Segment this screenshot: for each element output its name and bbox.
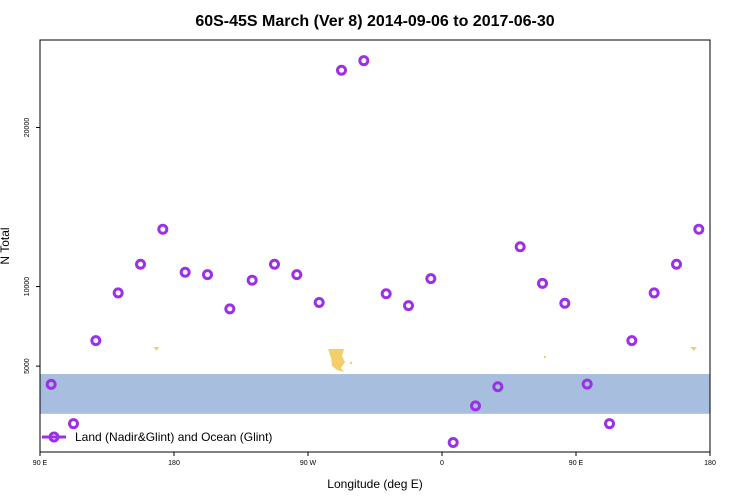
data-point [492, 381, 504, 393]
data-point [648, 287, 660, 299]
data-point [135, 258, 146, 270]
data-point [291, 269, 303, 281]
y-tick-label: 10000 [24, 277, 31, 297]
x-tick-label: 90 E [569, 460, 584, 467]
data-point [447, 436, 459, 448]
chart-title: 60S-45S March (Ver 8) 2014-09-06 to 2017… [195, 13, 554, 30]
data-point [179, 266, 191, 278]
data-point [693, 223, 705, 235]
data-point [112, 287, 124, 299]
land-mass-1 [153, 347, 159, 351]
data-point [470, 400, 481, 412]
x-tick-label: 90 W [300, 460, 317, 467]
data-point [626, 335, 638, 347]
data-point [157, 223, 169, 235]
data-point [313, 296, 325, 308]
land-island [349, 361, 353, 365]
data-point [90, 335, 102, 347]
data-point [68, 418, 79, 430]
map-band [40, 347, 710, 414]
x-tick-label: 90 E [33, 460, 48, 467]
data-point [425, 273, 437, 285]
x-axis: 90 E 180 90 W 0 90 E 180 [33, 452, 716, 467]
y-tick-label: 20000 [24, 118, 31, 138]
x-tick-label: 180 [704, 460, 716, 467]
land-island [543, 355, 547, 359]
data-point [380, 288, 392, 300]
data-point [45, 378, 57, 390]
data-point [671, 258, 682, 270]
data-point [403, 300, 414, 312]
data-point [269, 258, 280, 270]
data-point [224, 303, 236, 315]
data-point [246, 274, 258, 286]
data-point [514, 241, 526, 253]
data-point [358, 55, 370, 67]
plot-frame [39, 39, 711, 453]
x-tick-label: 0 [440, 460, 444, 467]
data-point [604, 418, 615, 430]
data-points [45, 55, 705, 448]
y-axis: 5000 10000 20000 [24, 118, 40, 374]
data-point [559, 297, 571, 309]
legend-label: Land (Nadir&Glint) and Ocean (Glint) [75, 430, 272, 444]
data-point [336, 64, 347, 76]
data-point [581, 378, 593, 390]
legend-marker-icon [48, 431, 60, 443]
x-tick-label: 180 [168, 460, 180, 467]
land-mass-0 [328, 349, 345, 372]
ocean-band [40, 374, 710, 414]
legend: Land (Nadir&Glint) and Ocean (Glint) [42, 430, 272, 444]
y-tick-label: 5000 [24, 358, 31, 374]
x-axis-label: Longitude (deg E) [327, 477, 422, 491]
y-axis-label: N Total [0, 227, 12, 264]
data-point [537, 277, 548, 289]
data-point [202, 269, 213, 281]
land-mass-2 [690, 347, 697, 351]
